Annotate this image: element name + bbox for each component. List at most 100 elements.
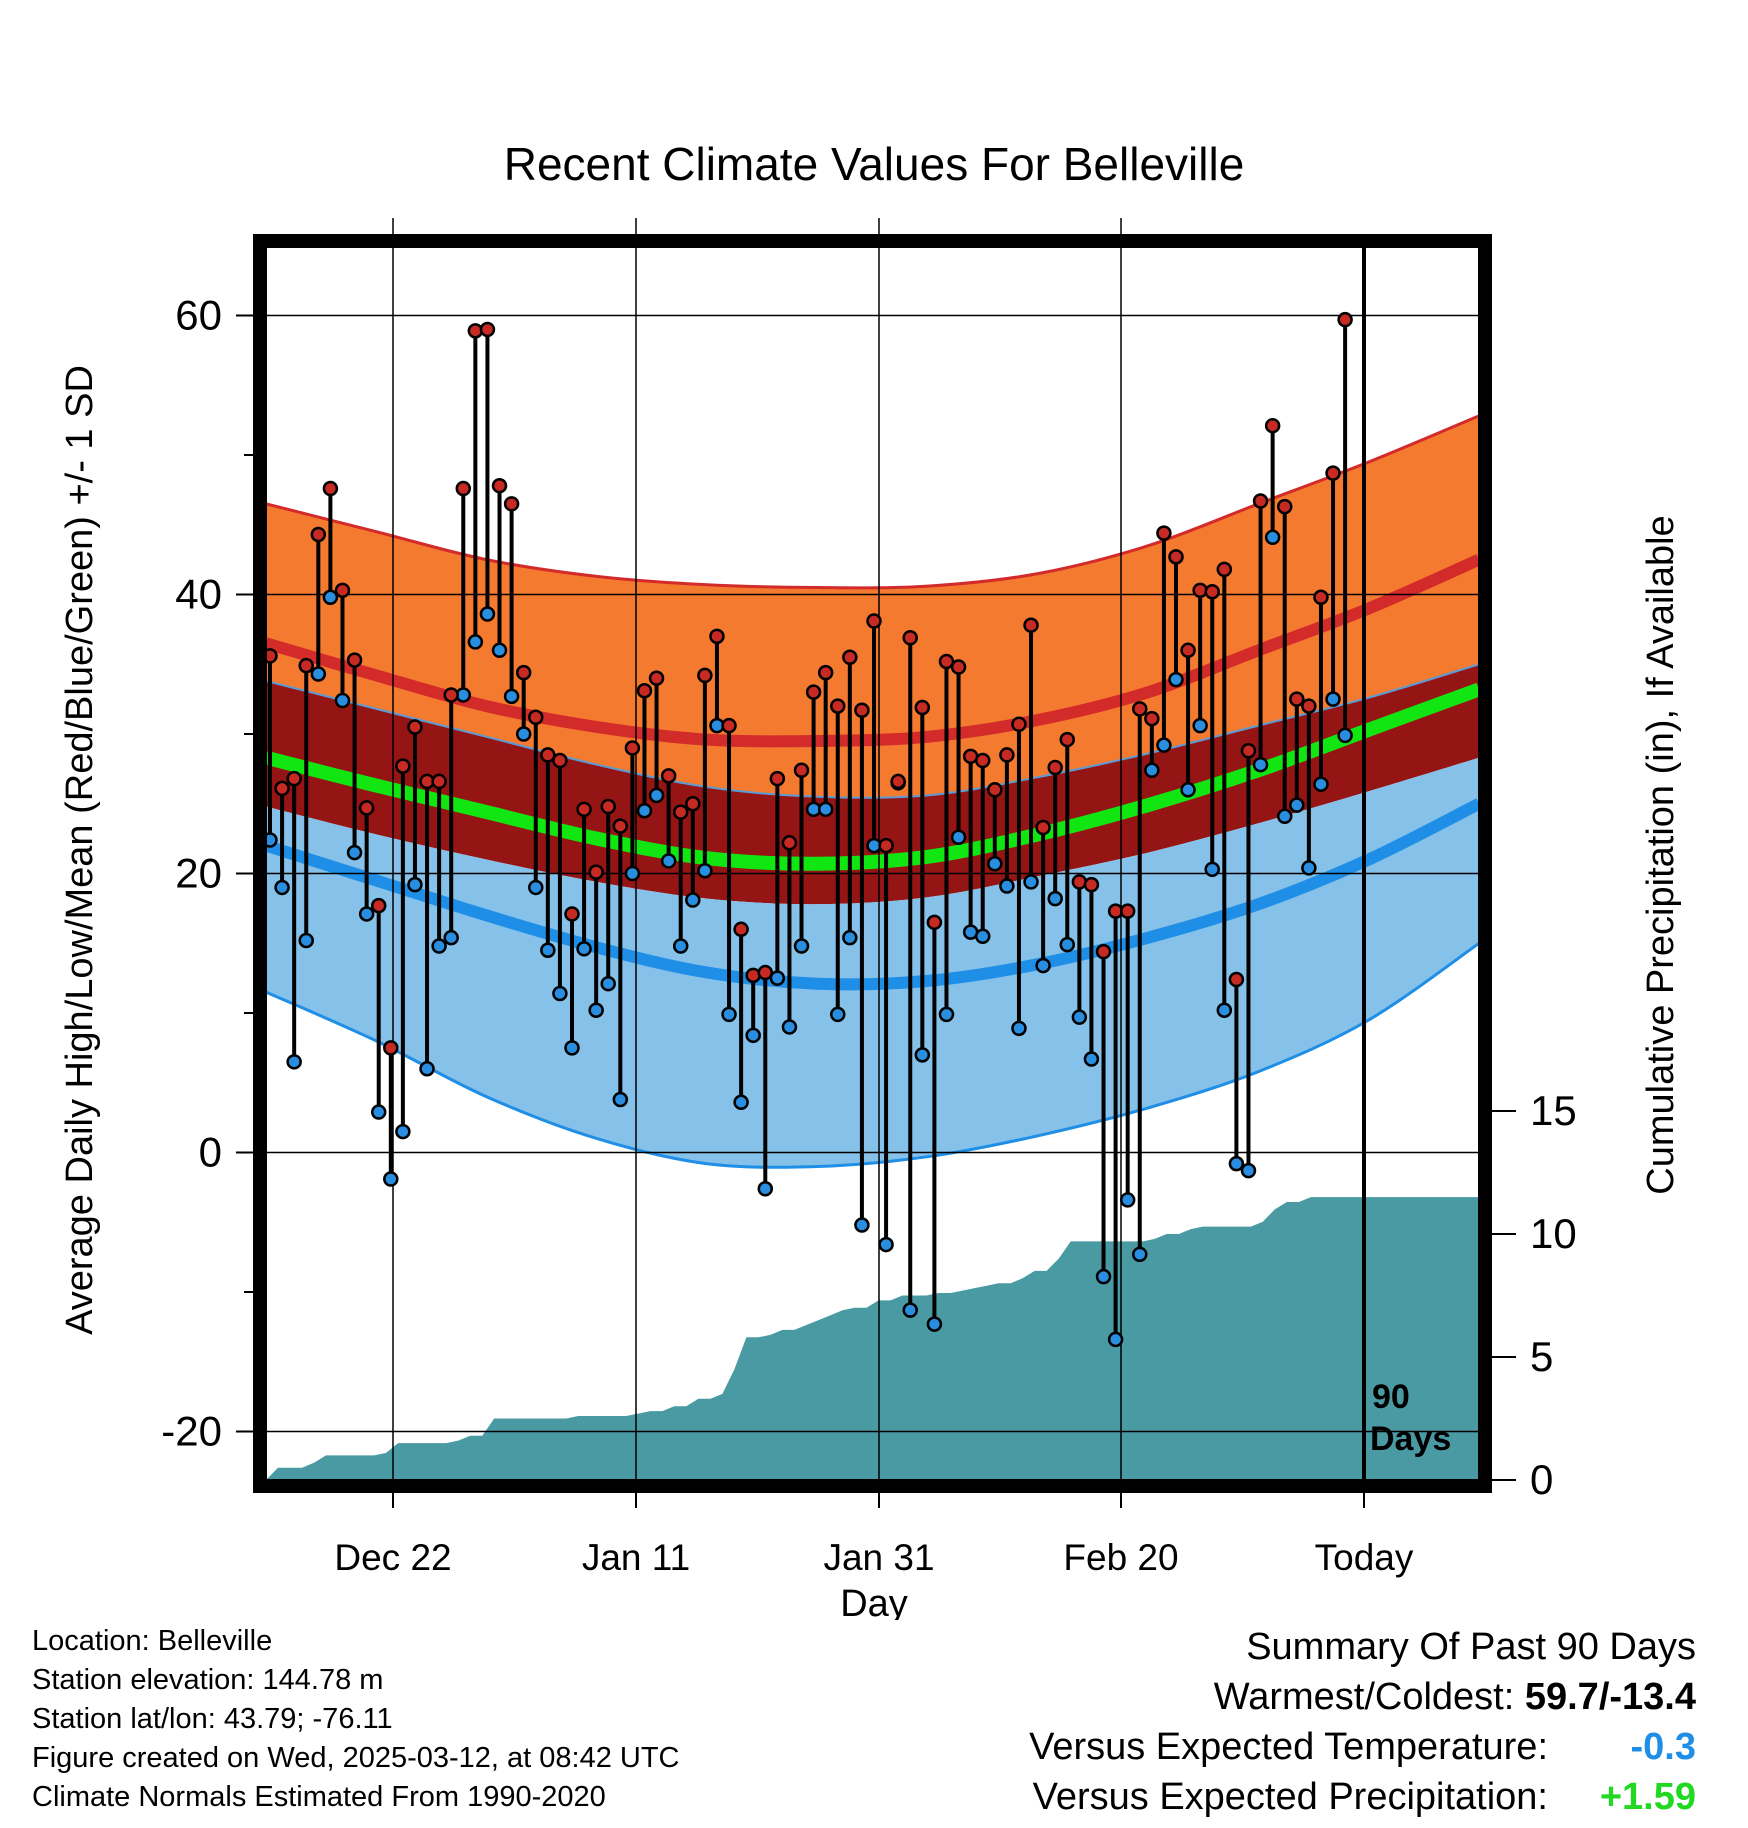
- daily-high-point: [1289, 691, 1305, 707]
- daily-high-point: [298, 657, 314, 674]
- daily-low-point: [854, 1217, 870, 1233]
- daily-high-point: [540, 747, 556, 763]
- daily-low-point: [1168, 671, 1184, 688]
- y-tick-label-left: -20: [161, 1408, 222, 1455]
- daily-high-point: [1083, 876, 1100, 893]
- daily-low-point: [1289, 797, 1305, 813]
- daily-high-point: [648, 670, 665, 686]
- daily-low-point: [407, 876, 423, 893]
- daily-high-point: [1204, 583, 1220, 600]
- daily-high-point: [685, 796, 701, 812]
- daily-low-point: [793, 938, 810, 954]
- daily-high-point: [1095, 943, 1112, 960]
- daily-high-point: [1132, 701, 1148, 717]
- daily-high-point: [503, 496, 520, 512]
- daily-low-point: [491, 642, 508, 659]
- daily-high-point: [974, 752, 991, 769]
- period-label-number: 90: [1372, 1378, 1410, 1416]
- daily-low-point: [926, 1316, 943, 1332]
- x-tick-label: Jan 11: [582, 1537, 690, 1578]
- y-tick-label-left: 40: [175, 571, 222, 618]
- daily-high-point: [866, 613, 882, 629]
- x-tick-label: Feb 20: [1063, 1537, 1178, 1578]
- x-tick-label: Jan 31: [823, 1537, 934, 1578]
- daily-high-point: [310, 526, 327, 543]
- daily-low-point: [370, 1104, 387, 1120]
- normals-text: Climate Normals Estimated From 1990-2020: [32, 1781, 606, 1813]
- x-tick-label: Today: [1315, 1537, 1414, 1578]
- daily-low-point: [1228, 1155, 1245, 1172]
- daily-low-point: [552, 985, 568, 1002]
- daily-low-point: [503, 688, 520, 705]
- daily-high-point: [346, 652, 363, 668]
- daily-low-point: [878, 1236, 894, 1253]
- daily-high-point: [636, 683, 653, 699]
- daily-high-point: [588, 864, 604, 880]
- precip-versus-row: Versus Expected Precipitation: +1.59: [1029, 1772, 1696, 1822]
- daily-low-point: [1252, 756, 1269, 773]
- temp-versus-value: -0.3: [1630, 1726, 1696, 1768]
- daily-high-point: [733, 921, 749, 938]
- daily-low-point: [745, 1027, 761, 1044]
- daily-high-point: [528, 709, 544, 726]
- daily-high-point: [491, 477, 508, 494]
- daily-low-point: [914, 1047, 931, 1063]
- period-label-days: Days: [1370, 1420, 1451, 1458]
- daily-high-point: [999, 747, 1015, 763]
- daily-low-point: [1119, 1192, 1136, 1208]
- daily-low-point: [938, 1006, 955, 1023]
- daily-low-point: [781, 1019, 798, 1035]
- daily-low-point: [334, 692, 351, 709]
- daily-high-point: [842, 649, 858, 666]
- daily-low-point: [672, 938, 689, 954]
- daily-high-point: [878, 837, 894, 854]
- daily-low-point: [1071, 1009, 1088, 1025]
- daily-high-point: [1228, 971, 1245, 988]
- daily-high-point: [709, 628, 725, 645]
- y-axis-label-right: Cumulative Precipitation (in), If Availa…: [1640, 515, 1682, 1194]
- axes: Dec 22 Jan 11 Jan 31 Feb 20 Today 60 40 20 0 -20 1…: [161, 234, 1577, 1578]
- daily-high-point: [286, 770, 302, 787]
- daily-low-point: [1192, 717, 1208, 734]
- daily-high-point: [793, 762, 810, 779]
- daily-low-point: [902, 1302, 918, 1318]
- daily-high-point: [576, 801, 592, 818]
- normal-high-lower-band: [266, 559, 1479, 798]
- daily-high-point: [600, 798, 616, 815]
- daily-low-point: [1180, 782, 1196, 798]
- daily-low-point: [1301, 860, 1317, 876]
- daily-low-point: [564, 1040, 580, 1056]
- warmest-coldest-label: Warmest/Coldest:: [1213, 1676, 1515, 1718]
- daily-high-point: [334, 582, 351, 599]
- daily-low-point: [1264, 529, 1281, 546]
- daily-low-point: [576, 941, 592, 957]
- daily-low-point: [769, 970, 786, 986]
- daily-high-point: [721, 717, 737, 734]
- daily-low-point: [1095, 1268, 1112, 1285]
- daily-high-point: [1144, 710, 1160, 727]
- daily-high-point: [395, 758, 411, 774]
- daily-low-point: [697, 862, 713, 879]
- daily-low-point: [528, 879, 544, 896]
- daily-high-point: [902, 629, 918, 646]
- temp-versus-label: Versus Expected Temperature:: [1029, 1726, 1548, 1768]
- y-tick-label-right: 5: [1530, 1333, 1553, 1380]
- daily-low-point: [322, 589, 339, 606]
- daily-low-point: [830, 1006, 846, 1023]
- daily-low-point: [1144, 762, 1160, 779]
- climate-chart: Recent Climate Values For Belleville 90D…: [59, 138, 1682, 1620]
- daily-low-point: [310, 666, 327, 682]
- daily-low-point: [817, 801, 834, 818]
- warmest-coldest-value: 59.7/-13.4: [1524, 1676, 1696, 1718]
- daily-high-point: [274, 780, 290, 797]
- normal-mean-band: [266, 664, 1479, 905]
- daily-high-point: [1301, 698, 1317, 714]
- daily-high-point: [612, 818, 629, 834]
- daily-high-point: [914, 699, 931, 716]
- daily-high-point: [854, 702, 870, 719]
- temp-versus-row: Versus Expected Temperature: -0.3: [1029, 1722, 1696, 1772]
- daily-high-point: [830, 698, 846, 714]
- plot-frame: [253, 234, 1492, 1493]
- daily-low-point: [467, 634, 484, 650]
- summary-panel: Summary Of Past 90 Days Warmest/Coldest:…: [1029, 1622, 1696, 1822]
